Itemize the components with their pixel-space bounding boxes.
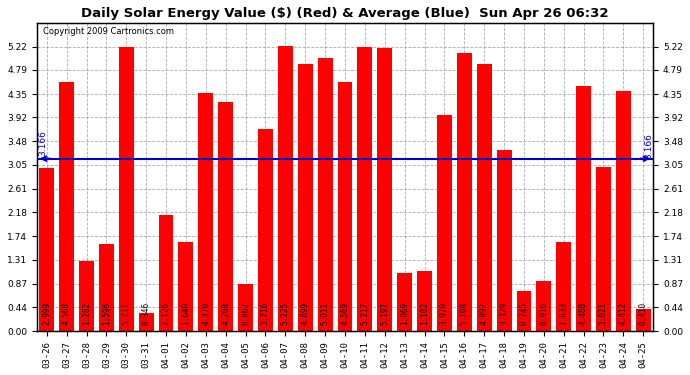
Text: 3.716: 3.716 — [261, 302, 270, 325]
Bar — [39, 168, 55, 332]
Text: 0.346: 0.346 — [141, 302, 150, 325]
Text: 3.021: 3.021 — [599, 302, 608, 325]
Text: 3.970: 3.970 — [440, 302, 449, 325]
Text: 4.568: 4.568 — [62, 302, 71, 325]
Bar — [536, 282, 551, 332]
Bar — [139, 313, 154, 332]
Bar — [497, 150, 511, 332]
Bar — [576, 87, 591, 332]
Text: 3.166: 3.166 — [39, 130, 48, 156]
Text: 4.892: 4.892 — [480, 302, 489, 325]
Text: 0.862: 0.862 — [241, 302, 250, 325]
Bar — [238, 284, 253, 332]
Text: 0.745: 0.745 — [520, 302, 529, 325]
Bar — [79, 261, 94, 332]
Bar — [417, 271, 432, 332]
Bar — [337, 82, 353, 332]
Text: Copyright 2009 Cartronics.com: Copyright 2009 Cartronics.com — [43, 27, 174, 36]
Text: 2.999: 2.999 — [42, 302, 51, 325]
Text: 1.282: 1.282 — [82, 302, 91, 325]
Text: 1.069: 1.069 — [400, 302, 409, 325]
Text: 5.197: 5.197 — [380, 302, 389, 325]
Text: 2.126: 2.126 — [161, 302, 170, 325]
Bar — [377, 48, 392, 332]
Bar — [635, 309, 651, 332]
Bar — [218, 102, 233, 332]
Bar — [616, 91, 631, 332]
Bar — [357, 46, 373, 332]
Bar — [99, 244, 114, 332]
Bar — [317, 58, 333, 332]
Bar — [556, 242, 571, 332]
Text: 1.596: 1.596 — [102, 302, 111, 325]
Text: 1.640: 1.640 — [181, 302, 190, 325]
Text: 1.633: 1.633 — [559, 302, 569, 325]
Text: 4.370: 4.370 — [201, 302, 210, 325]
Bar — [596, 166, 611, 332]
Bar — [477, 64, 492, 332]
Text: 4.208: 4.208 — [221, 302, 230, 325]
Text: 0.916: 0.916 — [540, 302, 549, 325]
Text: 4.899: 4.899 — [301, 302, 310, 325]
Bar — [278, 46, 293, 332]
Bar — [119, 47, 134, 332]
Bar — [59, 82, 74, 332]
Text: 0.410: 0.410 — [639, 302, 648, 325]
Bar — [159, 215, 173, 332]
Text: 5.225: 5.225 — [281, 302, 290, 325]
Text: 5.108: 5.108 — [460, 302, 469, 325]
Title: Daily Solar Energy Value ($) (Red) & Average (Blue)  Sun Apr 26 06:32: Daily Solar Energy Value ($) (Red) & Ave… — [81, 7, 609, 20]
Bar — [517, 291, 531, 332]
Text: 4.412: 4.412 — [619, 302, 628, 325]
Text: 4.488: 4.488 — [579, 302, 588, 325]
Text: 1.102: 1.102 — [420, 302, 429, 325]
Bar — [457, 53, 472, 332]
Text: 5.217: 5.217 — [360, 302, 369, 325]
Text: 5.211: 5.211 — [121, 302, 131, 325]
Bar — [258, 129, 273, 332]
Text: 3.166: 3.166 — [644, 133, 653, 159]
Bar — [179, 242, 193, 332]
Text: 5.011: 5.011 — [321, 302, 330, 325]
Text: 3.329: 3.329 — [500, 302, 509, 325]
Text: 4.569: 4.569 — [340, 302, 350, 325]
Bar — [437, 115, 452, 332]
Bar — [397, 273, 412, 332]
Bar — [198, 93, 213, 332]
Bar — [298, 64, 313, 332]
